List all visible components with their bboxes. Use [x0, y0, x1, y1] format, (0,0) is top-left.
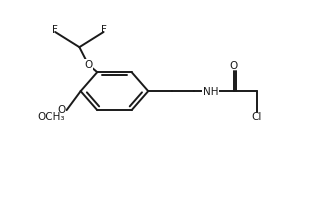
Text: O: O: [230, 61, 238, 71]
Text: F: F: [52, 25, 58, 35]
Text: O: O: [58, 105, 66, 115]
Text: OCH₃: OCH₃: [37, 112, 64, 122]
Text: O: O: [84, 60, 92, 70]
Text: F: F: [101, 25, 107, 35]
Text: Cl: Cl: [251, 112, 262, 122]
Text: NH: NH: [203, 87, 218, 97]
